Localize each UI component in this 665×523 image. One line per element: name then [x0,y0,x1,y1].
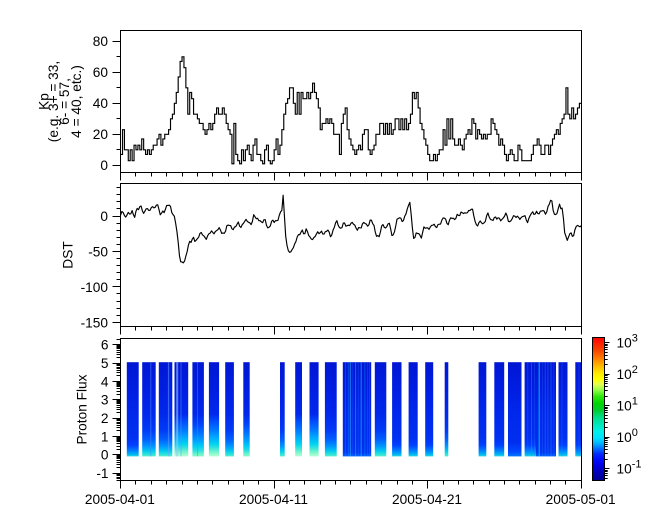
svg-text:-150: -150 [81,315,109,330]
svg-text:4: 4 [101,374,109,389]
svg-text:4 = 40, etc.): 4 = 40, etc.) [69,65,84,138]
svg-text:0: 0 [100,209,108,224]
svg-text:-50: -50 [88,244,108,259]
svg-text:1: 1 [101,429,109,444]
svg-text:6- = 57,: 6- = 57, [57,78,72,125]
svg-text:2005-05-01: 2005-05-01 [546,492,616,507]
svg-text:DST: DST [61,241,76,269]
svg-text:0: 0 [100,158,108,173]
svg-text:2: 2 [101,411,109,426]
svg-text:Kp: Kp [37,93,52,110]
svg-text:-100: -100 [81,280,109,295]
svg-text:6: 6 [101,338,109,353]
svg-text:(e.g. 3+ = 33,: (e.g. 3+ = 33, [46,61,61,142]
svg-text:2005-04-21: 2005-04-21 [392,492,462,507]
svg-text:60: 60 [93,65,109,80]
svg-text:Proton Flux: Proton Flux [75,374,90,444]
svg-text:0: 0 [101,448,109,463]
svg-text:20: 20 [93,127,109,142]
svg-text:2005-04-11: 2005-04-11 [239,492,308,507]
svg-text:-1: -1 [96,466,108,481]
svg-text:80: 80 [93,34,109,49]
svg-text:3: 3 [101,393,109,408]
svg-text:2005-04-01: 2005-04-01 [85,492,155,507]
svg-text:5: 5 [101,356,109,371]
svg-text:40: 40 [93,96,109,111]
